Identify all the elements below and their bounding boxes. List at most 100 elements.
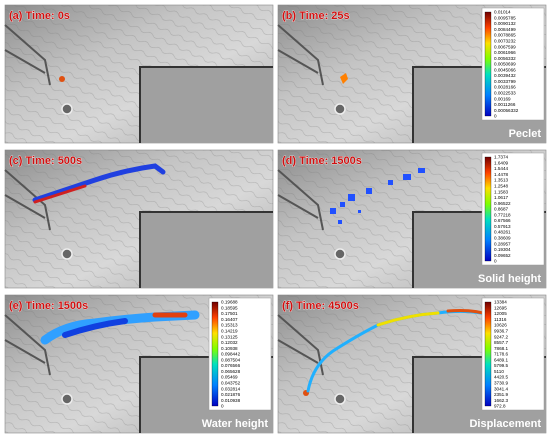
colorbar-label: 0.032814 (221, 386, 241, 391)
panel-title: (e) Time: 1500s (9, 300, 88, 312)
colorbar-label: 0 (494, 114, 497, 119)
colorbar-label: 9936.7 (494, 328, 508, 333)
colorbar-label: 0.0073232 (494, 38, 516, 43)
flow (62, 318, 128, 338)
colorbar-box (481, 7, 545, 121)
colorbar-label: 0.67566 (494, 218, 511, 223)
colorbar-label: 0.15313 (221, 323, 238, 328)
panel-caption: Solid height (478, 273, 541, 285)
colorbar-label: 0.01014 (494, 10, 511, 15)
colorbar-label: 8557.7 (494, 340, 508, 345)
crater (61, 248, 73, 260)
colorbar-label: 0.0033799 (494, 79, 516, 84)
panel: (a) Time: 0s (4, 4, 274, 144)
crater (334, 393, 346, 405)
colorbar-label: 0.19688 (221, 300, 238, 305)
colorbar-label: 5110 (494, 369, 504, 374)
panel-title: (b) Time: 25s (282, 10, 350, 22)
ridge (277, 169, 324, 231)
flow (376, 311, 440, 327)
colorbar-label: 0.010938 (221, 398, 241, 403)
panel-title: (a) Time: 0s (9, 10, 70, 22)
colorbar (211, 301, 219, 407)
colorbar (484, 301, 492, 407)
colorbar-label: 0.0039432 (494, 73, 516, 78)
flow (33, 184, 87, 204)
colorbar-label: 0.57913 (494, 224, 511, 229)
panel: (b) Time: 25s 0.010140.00957850.00901320.… (277, 4, 547, 144)
colorbar-label: 0.0067599 (494, 44, 516, 49)
colorbar-label: 0.38609 (494, 235, 511, 240)
ridge (4, 24, 51, 86)
colorbar-label: 0.0095785 (494, 15, 516, 20)
colorbar-label: 0 (494, 259, 497, 264)
colorbar-label: 6489.1 (494, 357, 508, 362)
flow (32, 163, 166, 203)
colorbar-box (481, 152, 545, 266)
colorbar-label: 0.076566 (221, 363, 241, 368)
colorbar-label: 0.0022533 (494, 90, 516, 95)
colorbar-label: 2351.9 (494, 392, 508, 397)
colorbar-label: 0.10938 (221, 346, 238, 351)
colorbar (484, 156, 492, 262)
colorbar-label: 1.0617 (494, 195, 508, 200)
colorbar (484, 11, 492, 117)
colorbar-label: 0.0011266 (494, 102, 516, 107)
colorbar-label: 1.1583 (494, 189, 508, 194)
colorbar-label: 0.021876 (221, 392, 241, 397)
colorbar-label: 7868.1 (494, 346, 508, 351)
colorbar-label: 0.00169 (494, 96, 511, 101)
colorbar-label: 0.19304 (494, 247, 511, 252)
colorbar-label: 972.8 (494, 404, 506, 409)
colorbar-label: 13384 (494, 300, 507, 305)
panel: (d) Time: 1500s 1.73741.64091.54441.44781… (277, 149, 547, 289)
colorbar-label: 0.065628 (221, 369, 241, 374)
ridge (4, 169, 51, 231)
colorbar-label: 0 (221, 404, 224, 409)
colorbar-label: 9247.2 (494, 334, 508, 339)
colorbar-label: 5799.5 (494, 363, 508, 368)
inset-border (139, 66, 273, 143)
crater (334, 103, 346, 115)
source (59, 76, 65, 82)
panel-caption: Water height (202, 418, 269, 430)
colorbar-label: 1.5444 (494, 166, 508, 171)
panel: (c) Time: 500s (4, 149, 274, 289)
ridge (277, 24, 324, 86)
colorbar-label: 0.00056332 (494, 108, 519, 113)
colorbar-label: 7178.6 (494, 352, 508, 357)
colorbar-label: 0.12032 (221, 340, 238, 345)
colorbar-box (481, 297, 545, 411)
panel: (e) Time: 1500s 0.196880.185950.175010.16… (4, 294, 274, 434)
colorbar-label: 0.0090132 (494, 21, 516, 26)
colorbar-label: 0.0045066 (494, 67, 516, 72)
panel-title: (c) Time: 500s (9, 155, 82, 167)
ridge (277, 314, 324, 376)
colorbar-label: 0.087504 (221, 357, 241, 362)
colorbar-label: 0.0028166 (494, 85, 516, 90)
colorbar-label: 4420.5 (494, 375, 508, 380)
crater (61, 393, 73, 405)
colorbar-label: 0.77218 (494, 212, 511, 217)
panel-title: (d) Time: 1500s (282, 155, 362, 167)
panel-caption: Peclet (509, 128, 542, 140)
colorbar-label: 1.3513 (494, 178, 508, 183)
colorbar-label: 0.48261 (494, 230, 511, 235)
colorbar-label: 3041.4 (494, 386, 508, 391)
flow (340, 73, 348, 84)
colorbar-label: 12695 (494, 305, 507, 310)
colorbar-box (208, 297, 272, 411)
colorbar-label: 0.13125 (221, 334, 238, 339)
colorbar-label: 0.09652 (494, 253, 511, 258)
colorbar-label: 11316 (494, 317, 507, 322)
inset-border (139, 211, 273, 288)
colorbar-label: 0.96522 (494, 201, 511, 206)
colorbar-label: 0.0084499 (494, 27, 516, 32)
colorbar-label: 0.0078865 (494, 33, 516, 38)
colorbar-label: 1662.3 (494, 398, 508, 403)
colorbar-label: 1.7374 (494, 155, 508, 160)
panel-caption: Displacement (469, 418, 541, 430)
colorbar-label: 0.043752 (221, 380, 241, 385)
inset-region (140, 212, 273, 288)
